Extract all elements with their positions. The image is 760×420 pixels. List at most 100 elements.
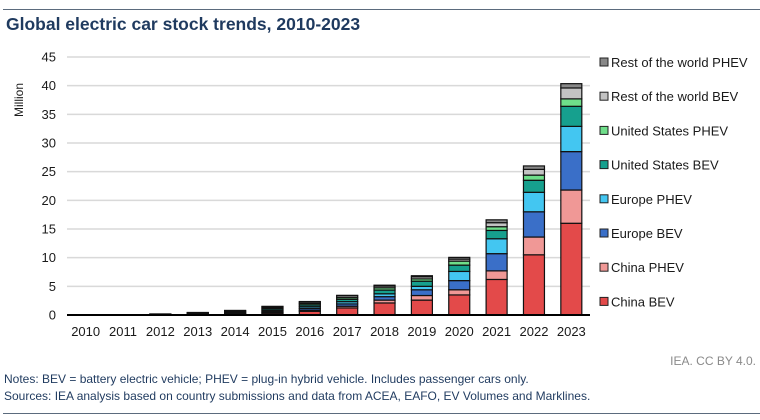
legend-swatch <box>599 91 609 101</box>
bar-segment-china-bev <box>373 302 396 316</box>
bar-segment-europe-bev <box>410 289 433 297</box>
bar-segment-europe-phev <box>560 125 583 153</box>
bar-segment-united-states-bev <box>448 264 471 273</box>
legend-label: China PHEV <box>611 260 684 275</box>
bar-segment-rest-of-the-world-phev <box>410 275 433 278</box>
legend-item: Europe BEV <box>599 226 683 241</box>
bar-stack-2021 <box>485 219 508 316</box>
bar-stack-2023 <box>560 83 583 316</box>
legend-label: Rest of the world PHEV <box>611 55 748 70</box>
bar-segment-united-states-bev <box>560 105 583 127</box>
y-tick-label: 20 <box>42 193 56 208</box>
bar-stack-2018 <box>373 284 396 316</box>
legend-label: Europe BEV <box>611 226 683 241</box>
bar-segment-europe-phev <box>522 191 546 213</box>
bar-segment-united-states-bev <box>485 229 508 240</box>
notes-block: Notes: BEV = battery electric vehicle; P… <box>4 371 590 405</box>
y-tick-label: 40 <box>42 78 56 93</box>
bar-segment-china-phev <box>522 236 546 256</box>
notes-text: Notes: BEV = battery electric vehicle; P… <box>4 372 529 386</box>
bar-segment-united-states-phev <box>522 174 546 181</box>
bar-segment-europe-phev <box>485 238 508 255</box>
bar-segment-europe-bev <box>485 253 508 272</box>
bar-segment-china-bev <box>410 299 433 316</box>
y-tick-label: 5 <box>49 279 56 294</box>
legend-swatch <box>599 194 609 204</box>
bar-segment-rest-of-the-world-phev <box>522 165 546 170</box>
legend-swatch <box>599 160 609 170</box>
bar-segment-china-phev <box>485 270 508 281</box>
legend: Rest of the world PHEV Rest of the world … <box>599 55 748 309</box>
bar-segment-rest-of-the-world-phev <box>336 294 359 297</box>
x-tick-label: 2021 <box>482 324 511 339</box>
x-tick-label: 2010 <box>71 324 100 339</box>
bar-segment-china-bev <box>448 294 471 316</box>
bar-segment-rest-of-the-world-phev <box>373 284 396 287</box>
bar-stack-2022 <box>522 165 546 316</box>
y-axis-label: Million <box>12 83 26 117</box>
y-tick-label: 15 <box>42 222 56 237</box>
x-tick-label: 2011 <box>109 324 137 339</box>
legend-item: United States PHEV <box>599 123 728 138</box>
bar-segment-rest-of-the-world-bev <box>560 87 583 100</box>
x-tick-label: 2019 <box>407 324 436 339</box>
bar-stack-2016 <box>298 300 321 316</box>
bottom-rule <box>3 413 760 414</box>
bar-segment-china-bev <box>336 307 359 316</box>
sources-text: Sources: IEA analysis based on country s… <box>4 389 591 403</box>
chart-title: Global electric car stock trends, 2010-2… <box>6 14 361 34</box>
bar-segment-rest-of-the-world-phev <box>298 300 321 303</box>
bar-segment-china-phev <box>448 289 471 296</box>
bar-stack-2017 <box>336 294 359 316</box>
x-tick-label: 2018 <box>370 324 399 339</box>
legend-swatch <box>599 262 609 272</box>
bar-segment-rest-of-the-world-bev <box>522 168 546 176</box>
legend-swatch <box>599 57 609 67</box>
bar-stack-2015 <box>261 305 284 316</box>
bar-segment-china-bev <box>485 278 508 316</box>
y-tick-label: 25 <box>42 164 56 179</box>
legend-item: Europe PHEV <box>599 192 692 207</box>
x-tick-label: 2017 <box>333 324 362 339</box>
y-axis-ticks: 0 5 10 15 20 25 30 35 40 45 <box>42 50 56 323</box>
legend-swatch <box>599 125 609 135</box>
gridlines <box>67 56 590 288</box>
x-tick-label: 2016 <box>295 324 324 339</box>
x-axis-ticks: 2010 2011 2012 2013 2014 2015 2016 2017 2018 2019… <box>71 324 586 339</box>
bar-segment-china-bev <box>522 254 546 316</box>
bar-segment-rest-of-the-world-bev <box>485 222 508 228</box>
legend-item: Rest of the world BEV <box>599 89 738 104</box>
y-tick-label: 35 <box>42 107 56 122</box>
bar-segment-europe-bev <box>560 151 583 191</box>
bar-segment-rest-of-the-world-phev <box>560 83 583 89</box>
bar-segment-united-states-phev <box>560 98 583 107</box>
credit-label: IEA. CC BY 4.0. <box>670 354 756 368</box>
bar-segment-china-phev <box>410 294 433 301</box>
legend-label: United States BEV <box>611 158 719 173</box>
y-tick-label: 30 <box>42 136 56 151</box>
y-tick-label: 0 <box>49 308 56 323</box>
legend-item: China BEV <box>599 294 675 309</box>
bar-segment-china-phev <box>560 189 583 224</box>
bar-stack-2019 <box>410 275 433 316</box>
x-tick-label: 2012 <box>146 324 175 339</box>
bar-segment-rest-of-the-world-phev <box>448 256 471 260</box>
x-tick-label: 2023 <box>557 324 586 339</box>
x-tick-label: 2022 <box>520 324 549 339</box>
bar-segment-china-bev <box>560 222 583 316</box>
bar-segment-rest-of-the-world-phev <box>485 219 508 224</box>
x-tick-label: 2015 <box>258 324 287 339</box>
y-tick-label: 10 <box>42 250 56 265</box>
top-rule <box>3 9 760 10</box>
legend-item: Rest of the world PHEV <box>599 55 748 70</box>
bar-stack-2020 <box>448 256 471 316</box>
legend-swatch <box>599 296 609 306</box>
legend-swatch <box>599 228 609 238</box>
x-tick-label: 2013 <box>183 324 212 339</box>
x-tick-label: 2014 <box>221 324 250 339</box>
legend-label: United States PHEV <box>611 123 728 138</box>
legend-item: China PHEV <box>599 260 684 275</box>
legend-label: Rest of the world BEV <box>611 89 738 104</box>
x-tick-label: 2020 <box>445 324 474 339</box>
